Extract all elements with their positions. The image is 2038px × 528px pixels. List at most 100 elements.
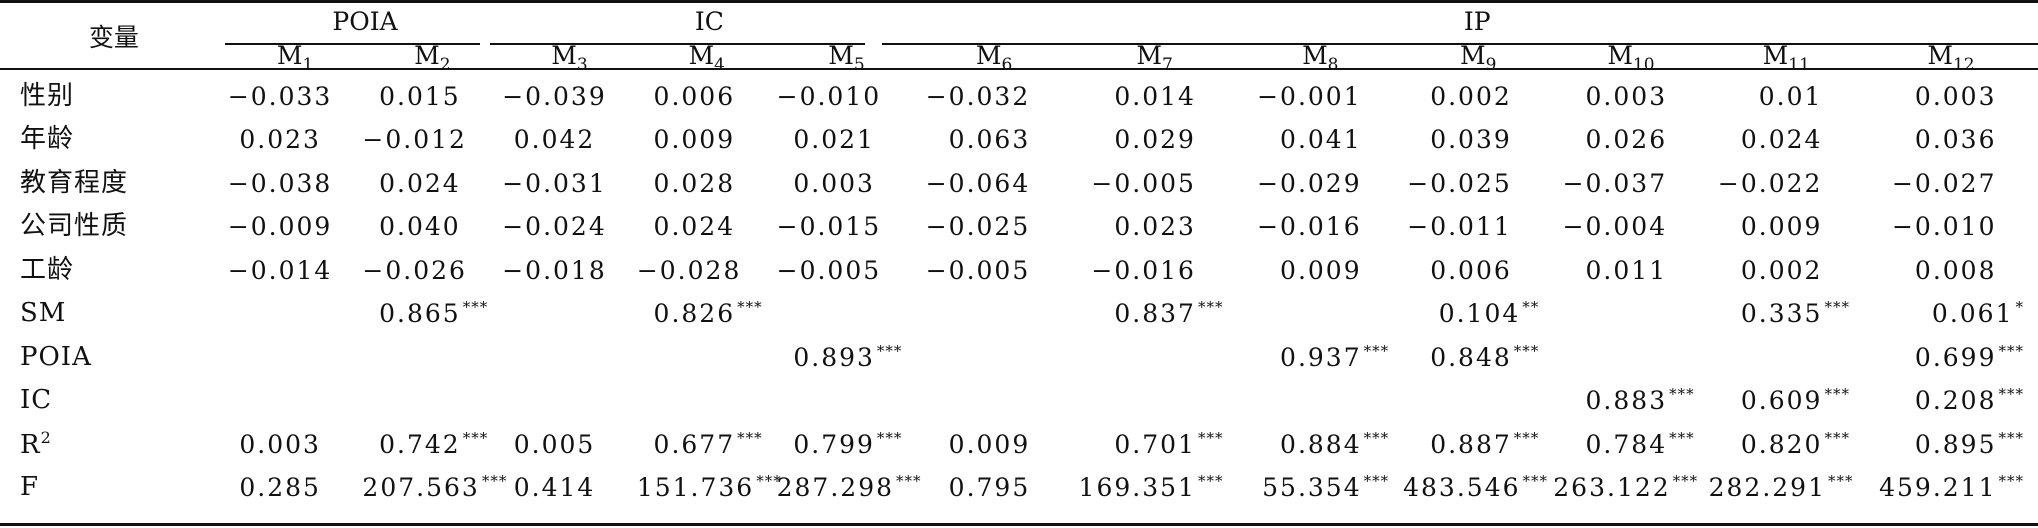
table-cell: *** — [637, 379, 777, 423]
table-cell: 0.008*** — [1914, 255, 1997, 285]
table-cell: −0.033*** — [227, 81, 333, 111]
table-cell: −0.028*** — [636, 255, 742, 285]
significance-stars: *** — [876, 428, 903, 447]
row-label: 性别 — [20, 80, 75, 111]
table-cell: 0.104 ** — [1438, 298, 1540, 329]
table-cell: −0.012*** — [362, 125, 467, 155]
table-row: 教育程度 −0.038*** 0.024*** −0.031*** 0.028*** 0.… — [0, 161, 2038, 205]
table-cell: 0.795*** — [948, 473, 1031, 503]
model-header: M11 — [1762, 41, 1810, 75]
table-cell: −0.011*** — [1407, 212, 1512, 242]
table-cell: −0.064*** — [925, 168, 1031, 198]
table-cell: 0.826 *** — [653, 298, 763, 329]
model-header: M12 — [1927, 41, 1975, 75]
significance-stars: *** — [1824, 428, 1850, 447]
significance-stars: *** — [737, 428, 763, 447]
model-header: M10 — [1607, 41, 1655, 75]
table-cell: *** — [1072, 379, 1238, 423]
table-cell: 0.024*** — [379, 168, 461, 198]
table-body: 性别 −0.033*** 0.015*** −0.039*** 0.006*** −0.0… — [0, 74, 2038, 509]
significance-stars: *** — [1197, 428, 1224, 447]
table-cell: 459.211 *** — [1879, 472, 2024, 503]
table-cell: 0.701 *** — [1114, 428, 1224, 459]
table-cell: 0.028*** — [653, 168, 736, 198]
table-cell: −0.022*** — [1717, 168, 1823, 198]
table-row: R2 0.003*** 0.742*** 0.005*** 0.677*** 0.799*… — [0, 422, 2038, 466]
group-header-poia: POIA — [332, 7, 398, 36]
model-header: M6 — [975, 41, 1013, 75]
table-row: F 0.285*** 207.563***0.414*** 151.736***287… — [0, 466, 2038, 510]
table-cell: −0.005*** — [1091, 168, 1196, 198]
significance-stars: *** — [462, 428, 489, 447]
significance-stars: *** — [1197, 472, 1224, 491]
table-cell: −0.039*** — [502, 81, 607, 111]
table-cell: −0.001*** — [1257, 81, 1362, 111]
table-cell: 0.699 *** — [1914, 341, 2024, 372]
table-cell: 282.291 *** — [1708, 472, 1854, 503]
table-cell: 0.937 *** — [1280, 341, 1390, 372]
table-cell: 0.005*** — [513, 429, 596, 459]
table-cell: 483.546 *** — [1403, 472, 1549, 503]
table-cell: −0.015*** — [776, 212, 882, 242]
significance-stars: ** — [1522, 298, 1540, 317]
table-cell: −0.032*** — [925, 81, 1031, 111]
significance-stars: *** — [737, 298, 763, 317]
table-cell: −0.014*** — [227, 255, 333, 285]
significance-stars: *** — [1998, 341, 2024, 360]
significance-stars: *** — [1522, 472, 1549, 491]
row-label: 公司性质 — [20, 211, 129, 242]
table-cell: *** — [916, 379, 1071, 423]
table-cell: 0.014*** — [1114, 81, 1196, 111]
table-cell: 0.040*** — [379, 212, 461, 242]
table-cell: *** — [777, 379, 917, 423]
table-row: IC***************************0.883***0.6… — [0, 379, 2038, 423]
table-cell: −0.005*** — [776, 255, 882, 285]
table-cell: *** — [362, 379, 502, 423]
table-cell: *** — [1403, 379, 1553, 423]
row-label: 教育程度 — [20, 167, 129, 198]
table-cell: 0.023*** — [239, 125, 321, 155]
row-label: SM — [20, 298, 67, 329]
significance-stars: *** — [1828, 472, 1854, 491]
table-cell: 0.029*** — [1114, 125, 1196, 155]
group-header-ic: IC — [694, 7, 724, 36]
table-cell: 0.208 *** — [1914, 385, 2024, 416]
table-cell: *** — [1553, 292, 1708, 336]
table-cell: −0.025*** — [925, 212, 1031, 242]
table-cell: *** — [228, 335, 363, 379]
table-cell: 0.009*** — [653, 125, 736, 155]
row-label: 工龄 — [20, 254, 75, 285]
table-cell: 0.006*** — [653, 81, 736, 111]
significance-stars: *** — [1669, 428, 1695, 447]
table-cell: −0.005*** — [925, 255, 1031, 285]
significance-stars: *** — [1197, 298, 1224, 317]
table-cell: −0.037*** — [1562, 168, 1668, 198]
significance-stars: *** — [1824, 298, 1850, 317]
top-rule — [0, 0, 2038, 3]
table-cell: 0.895 *** — [1914, 428, 2024, 459]
significance-stars: *** — [1513, 341, 1540, 360]
table-cell: −0.009*** — [227, 212, 333, 242]
table-cell: −0.025*** — [1407, 168, 1512, 198]
results-table: 变量 POIA IC IP M1 M2 M3 M4 M5 M6 M7 M8 M9 M10 M11 M1… — [0, 7, 2038, 509]
table-cell: *** — [1237, 292, 1403, 336]
table-cell: −0.029*** — [1257, 168, 1362, 198]
table-cell: 0.063*** — [948, 125, 1031, 155]
table-cell: 0.742 *** — [379, 428, 489, 459]
row-label: POIA — [20, 341, 92, 372]
table-cell: 0.003*** — [1585, 81, 1668, 111]
significance-stars: *** — [1363, 428, 1390, 447]
table-cell: 0.015*** — [379, 81, 461, 111]
header-rule — [0, 68, 2038, 70]
table-cell: *** — [916, 335, 1071, 379]
table-cell: 0.011*** — [1585, 255, 1668, 285]
table-cell: 0.677 *** — [653, 428, 763, 459]
model-header: M2 — [414, 41, 451, 75]
bottom-rule — [0, 523, 2038, 526]
table-cell: 0.042*** — [513, 125, 596, 155]
table-cell: 55.354 *** — [1262, 472, 1390, 503]
significance-stars: *** — [1824, 385, 1850, 404]
model-header: M7 — [1136, 41, 1173, 75]
table-cell: 0.893 *** — [793, 341, 903, 372]
